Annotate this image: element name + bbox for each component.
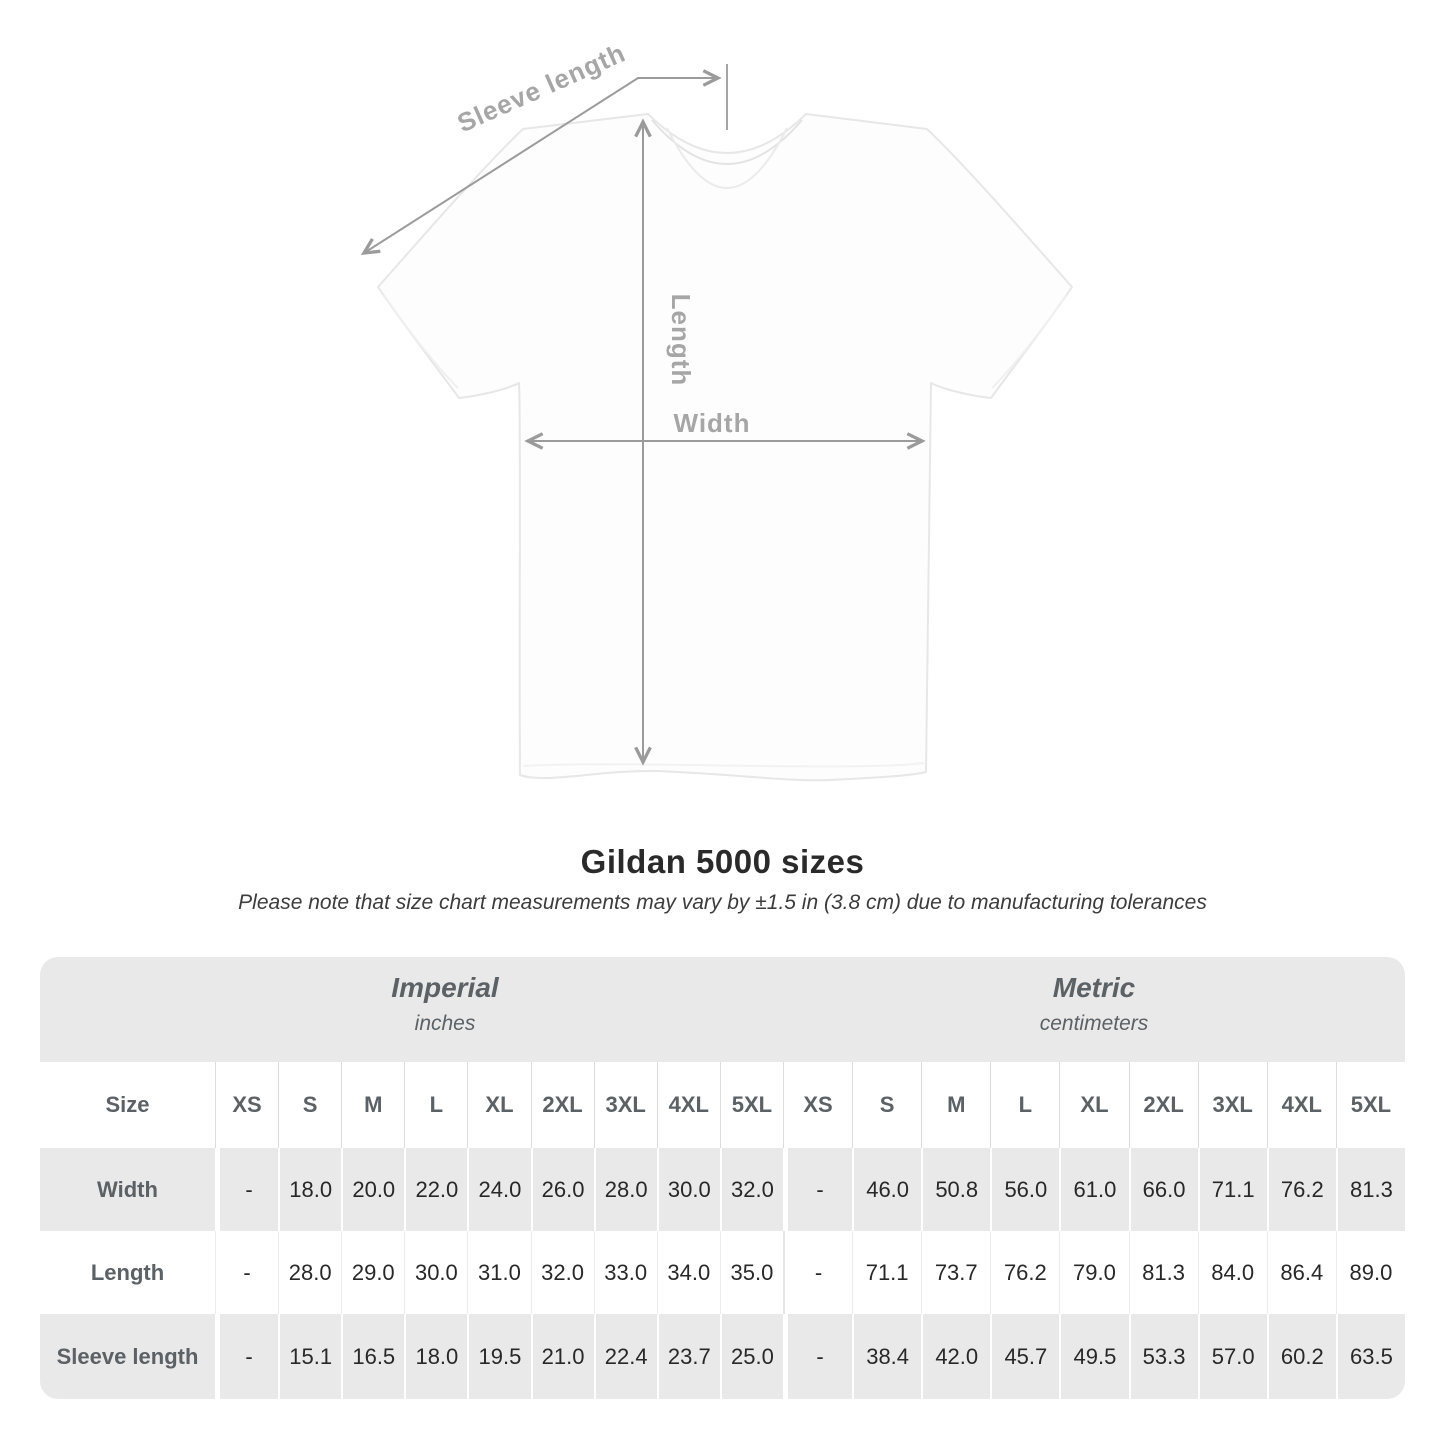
imperial-section-header: Imperial inches: [391, 957, 498, 1036]
measurement-value: 23.7: [656, 1314, 720, 1399]
measurement-value: 38.4: [852, 1314, 922, 1399]
measurement-value: 71.1: [1197, 1148, 1267, 1231]
measurement-value: 76.2: [1266, 1148, 1336, 1231]
measurement-value: 81.3: [1335, 1148, 1405, 1231]
size-header-imperial-5xl: 5XL: [719, 1062, 783, 1148]
size-header-imperial-3xl: 3XL: [593, 1062, 657, 1148]
measurement-value: 29.0: [341, 1231, 405, 1314]
measurement-value: 63.5: [1335, 1314, 1405, 1399]
size-header-metric-s: S: [852, 1062, 922, 1148]
size-column-header: Size: [40, 1062, 215, 1148]
length-label: Length: [666, 294, 696, 387]
measurement-value: 28.0: [593, 1148, 657, 1231]
measurement-value: 18.0: [404, 1314, 468, 1399]
metric-section-title: Metric: [1052, 972, 1136, 1003]
measurement-value: 33.0: [593, 1231, 657, 1314]
metric-section-header: Metric centimeters: [1040, 957, 1149, 1036]
measurement-row-label: Length: [40, 1231, 215, 1314]
measurement-value: 15.1: [278, 1314, 342, 1399]
measurement-value: 79.0: [1059, 1231, 1129, 1314]
measurement-value: 21.0: [530, 1314, 594, 1399]
imperial-section-unit: inches: [414, 1012, 476, 1035]
measurement-row-label: Width: [40, 1148, 215, 1231]
measurement-value: -: [215, 1231, 279, 1314]
size-header-imperial-m: M: [341, 1062, 405, 1148]
measurement-value: -: [782, 1148, 853, 1231]
measurement-value: 22.0: [404, 1148, 468, 1231]
tshirt-illustration: [377, 113, 1073, 782]
measurement-value: 61.0: [1059, 1148, 1129, 1231]
sleeve-length-arrow: [364, 78, 718, 253]
measurement-value: 22.4: [593, 1314, 657, 1399]
measurement-value: 31.0: [467, 1231, 531, 1314]
measurement-value: 24.0: [467, 1148, 531, 1231]
tshirt-measurement-diagram: Sleeve length Length Width: [0, 37, 1073, 782]
measurement-value: 84.0: [1197, 1231, 1267, 1314]
size-header-imperial-2xl: 2XL: [530, 1062, 594, 1148]
measurement-value: 73.7: [921, 1231, 991, 1314]
measurement-value: 28.0: [278, 1231, 342, 1314]
size-header-metric-5xl: 5XL: [1335, 1062, 1405, 1148]
size-header-metric-2xl: 2XL: [1128, 1062, 1198, 1148]
size-header-imperial-4xl: 4XL: [656, 1062, 720, 1148]
measurement-value: 26.0: [530, 1148, 594, 1231]
measurement-value: 66.0: [1128, 1148, 1198, 1231]
measurement-value: 16.5: [341, 1314, 405, 1399]
measurement-value: 49.5: [1059, 1314, 1129, 1399]
metric-section-unit: centimeters: [1039, 1012, 1149, 1035]
measurement-value: 20.0: [341, 1148, 405, 1231]
measurement-value: 50.8: [921, 1148, 991, 1231]
measurement-value: 71.1: [852, 1231, 922, 1314]
measurement-value: -: [782, 1314, 853, 1399]
measurement-value: 32.0: [530, 1231, 594, 1314]
width-label: Width: [674, 408, 751, 438]
measurement-value: -: [215, 1314, 279, 1399]
size-header-metric-m: M: [921, 1062, 991, 1148]
unit-section-band: Imperial inches Metric centimeters: [40, 957, 1405, 1062]
size-header-imperial-l: L: [404, 1062, 468, 1148]
measurement-value: 46.0: [852, 1148, 922, 1231]
measurement-value: 19.5: [467, 1314, 531, 1399]
measurement-value: 53.3: [1128, 1314, 1198, 1399]
size-table: Imperial inches Metric centimeters Size X…: [40, 957, 1405, 1399]
measurement-value: 76.2: [990, 1231, 1060, 1314]
measurement-value: 35.0: [719, 1231, 783, 1314]
size-header-metric-xs: XS: [782, 1062, 853, 1148]
size-header-imperial-s: S: [278, 1062, 342, 1148]
measurement-value: 60.2: [1266, 1314, 1336, 1399]
measurement-value: 56.0: [990, 1148, 1060, 1231]
measurement-value: 32.0: [719, 1148, 783, 1231]
measurement-value: 30.0: [404, 1231, 468, 1314]
measurement-value: 89.0: [1335, 1231, 1405, 1314]
measurement-value: 86.4: [1266, 1231, 1336, 1314]
measurement-value: 42.0: [921, 1314, 991, 1399]
size-grid: Size XS S M L XL 2XL 3XL 4XL 5XL XS S M L XL 2XL 3XL 4XL 5…: [40, 1062, 1405, 1399]
measurement-value: 45.7: [990, 1314, 1060, 1399]
size-header-metric-3xl: 3XL: [1197, 1062, 1267, 1148]
measurement-row-label: Sleeve length: [40, 1314, 215, 1399]
measurement-value: 81.3: [1128, 1231, 1198, 1314]
chart-title: Gildan 5000 sizes: [580, 843, 865, 880]
measurement-value: 57.0: [1197, 1314, 1267, 1399]
size-header-imperial-xs: XS: [215, 1062, 279, 1148]
size-header-metric-xl: XL: [1059, 1062, 1129, 1148]
size-header-metric-l: L: [990, 1062, 1060, 1148]
measurement-value: 18.0: [278, 1148, 342, 1231]
measurement-value: 30.0: [656, 1148, 720, 1231]
measurement-value: -: [782, 1231, 853, 1314]
size-header-imperial-xl: XL: [467, 1062, 531, 1148]
size-header-metric-4xl: 4XL: [1266, 1062, 1336, 1148]
tolerance-note: Please note that size chart measurements…: [238, 891, 1207, 914]
imperial-section-title: Imperial: [391, 972, 499, 1003]
measurement-value: 34.0: [656, 1231, 720, 1314]
measurement-value: 25.0: [719, 1314, 783, 1399]
measurement-value: -: [215, 1148, 279, 1231]
